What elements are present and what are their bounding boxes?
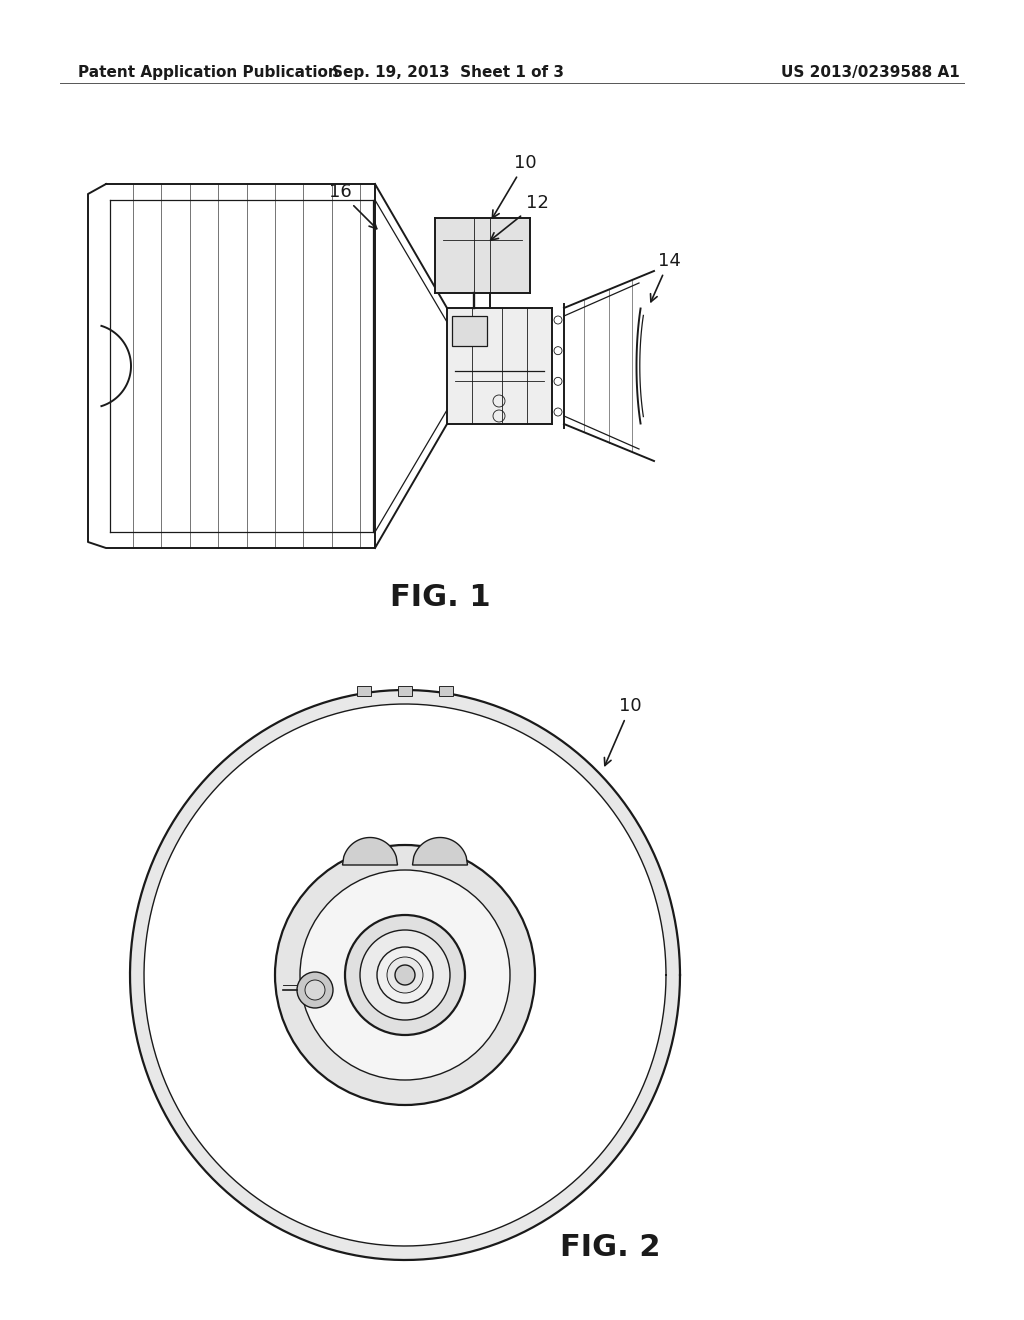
Text: Sep. 19, 2013  Sheet 1 of 3: Sep. 19, 2013 Sheet 1 of 3	[332, 65, 564, 79]
Polygon shape	[146, 929, 299, 975]
Polygon shape	[461, 1059, 556, 1209]
Circle shape	[345, 915, 465, 1035]
Text: Patent Application Publication: Patent Application Publication	[78, 65, 339, 79]
Polygon shape	[146, 985, 301, 1022]
Polygon shape	[415, 1080, 450, 1242]
Circle shape	[300, 870, 510, 1080]
Circle shape	[377, 946, 433, 1003]
Text: 16: 16	[329, 183, 377, 228]
Bar	[447, 308, 552, 424]
Polygon shape	[157, 1008, 308, 1078]
Polygon shape	[254, 741, 349, 891]
Polygon shape	[495, 1022, 632, 1130]
Circle shape	[275, 845, 535, 1105]
Text: FIG. 1: FIG. 1	[390, 582, 490, 611]
Text: 10: 10	[604, 697, 642, 766]
Polygon shape	[506, 999, 654, 1078]
Circle shape	[297, 972, 333, 1008]
Text: 12: 12	[279, 781, 386, 847]
Text: 10: 10	[493, 154, 537, 218]
Polygon shape	[488, 818, 632, 920]
Polygon shape	[342, 837, 397, 865]
Polygon shape	[304, 718, 372, 879]
Bar	[435, 218, 530, 293]
Text: 16: 16	[218, 1065, 295, 1094]
Text: FIG. 2: FIG. 2	[560, 1233, 660, 1262]
Polygon shape	[429, 717, 505, 875]
Bar	[439, 686, 453, 696]
Polygon shape	[178, 820, 315, 928]
Polygon shape	[211, 775, 331, 908]
Text: 12: 12	[490, 194, 549, 240]
Polygon shape	[212, 1049, 338, 1176]
Polygon shape	[438, 1072, 506, 1233]
Polygon shape	[413, 837, 468, 865]
Polygon shape	[144, 704, 666, 1246]
Polygon shape	[157, 873, 305, 952]
Polygon shape	[361, 1081, 406, 1242]
Polygon shape	[130, 690, 680, 1261]
Polygon shape	[479, 1041, 599, 1175]
Polygon shape	[472, 774, 598, 900]
Polygon shape	[406, 708, 449, 869]
Polygon shape	[178, 1031, 322, 1131]
Polygon shape	[360, 708, 395, 871]
Bar	[398, 686, 412, 696]
Polygon shape	[509, 928, 664, 965]
Text: 14: 14	[650, 252, 680, 302]
Text: 14: 14	[209, 946, 293, 983]
Polygon shape	[502, 871, 653, 941]
Text: US 2013/0239588 A1: US 2013/0239588 A1	[780, 65, 959, 79]
Circle shape	[387, 957, 423, 993]
Circle shape	[360, 931, 450, 1020]
Circle shape	[395, 965, 415, 985]
Polygon shape	[511, 975, 664, 1020]
Bar	[357, 686, 371, 696]
Polygon shape	[306, 1076, 381, 1233]
Circle shape	[305, 979, 325, 1001]
Polygon shape	[452, 739, 555, 886]
Bar	[452, 315, 487, 346]
Polygon shape	[255, 1064, 358, 1210]
